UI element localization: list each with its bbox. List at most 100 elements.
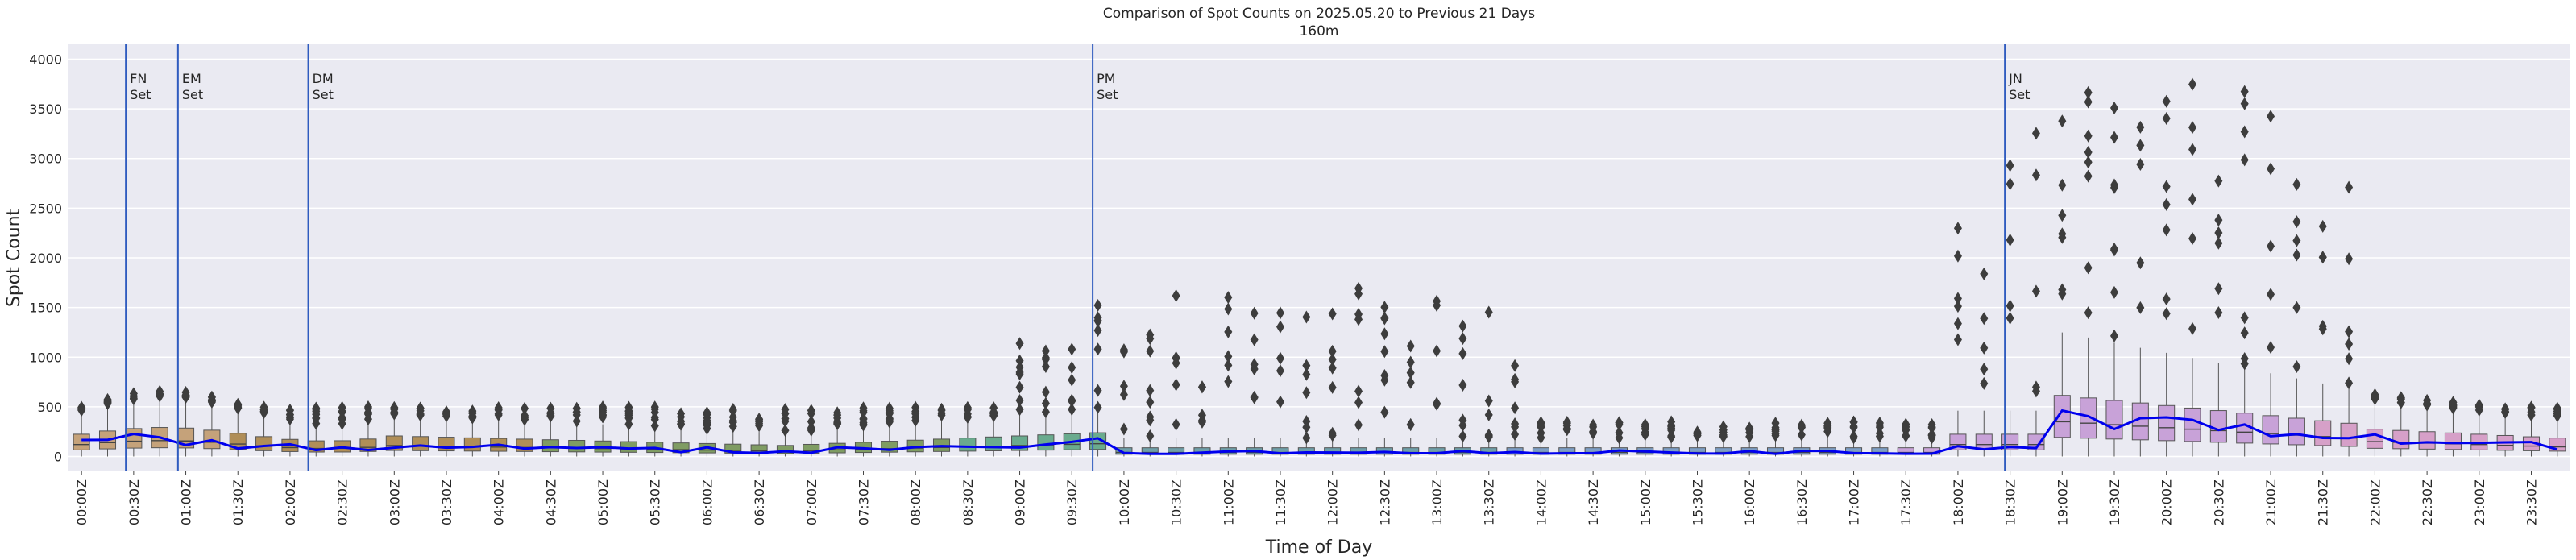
box <box>412 436 429 451</box>
outlier-point <box>1511 420 1520 433</box>
event-label: JN <box>2008 71 2022 86</box>
outlier-point <box>129 387 138 400</box>
box <box>1297 447 1315 455</box>
y-tick-label: 1500 <box>29 301 62 316</box>
x-tick-label: 13:00Z <box>1429 479 1445 525</box>
outlier-point <box>2006 233 2014 247</box>
box <box>2366 429 2383 449</box>
outlier-point <box>1433 344 1441 358</box>
outlier-point <box>1093 298 1102 312</box>
outlier-point <box>1406 418 1415 432</box>
outlier-point <box>1250 390 1259 404</box>
outlier-point <box>2267 341 2275 355</box>
outlier-point <box>1537 431 1545 445</box>
outlier-point <box>1354 418 1363 432</box>
x-tick-label: 07:30Z <box>856 479 871 525</box>
outlier-point <box>2396 391 2405 404</box>
x-axis-label: Time of Day <box>1265 537 1372 558</box>
event-label: PM <box>1097 71 1115 86</box>
outlier-point <box>2109 285 2118 299</box>
outlier-point <box>1224 302 1233 316</box>
outlier-point <box>2318 251 2327 264</box>
x-tick-label: 22:30Z <box>2420 479 2435 525</box>
box <box>568 439 586 453</box>
outlier-point <box>2162 292 2171 306</box>
x-tick-label: 22:00Z <box>2367 479 2383 525</box>
outlier-point <box>1433 397 1441 411</box>
outlier-point <box>1953 333 1962 346</box>
outlier-point <box>624 412 633 425</box>
box <box>463 437 481 452</box>
x-tick-label: 18:30Z <box>2003 479 2018 525</box>
box <box>255 436 273 451</box>
outlier-point <box>572 405 581 419</box>
outlier-point <box>2267 288 2275 301</box>
outlier-point <box>2345 337 2354 351</box>
outlier-point <box>1041 396 1050 410</box>
outlier-point <box>2214 214 2223 227</box>
outlier-point <box>1197 415 1206 429</box>
event-label-set: Set <box>2009 87 2030 102</box>
outlier-point <box>1745 421 1754 435</box>
outlier-point <box>2188 321 2197 335</box>
x-tick-label: 16:00Z <box>1742 479 1757 525</box>
outlier-point <box>416 407 425 421</box>
event-label-set: Set <box>1097 87 1118 102</box>
outlier-point <box>1380 327 1389 341</box>
outlier-point <box>2501 405 2510 419</box>
outlier-point <box>2240 97 2249 110</box>
x-tick-label: 02:30Z <box>335 479 351 525</box>
outlier-point <box>1458 332 1467 346</box>
outlier-point <box>1484 394 1493 408</box>
outlier-point <box>2371 391 2379 404</box>
x-tick-label: 14:00Z <box>1533 479 1549 525</box>
outlier-point <box>1484 428 1493 442</box>
outlier-point <box>2214 236 2223 250</box>
outlier-point <box>1980 341 1989 355</box>
outlier-point <box>1068 394 1076 408</box>
outlier-point <box>2109 102 2118 115</box>
outlier-point <box>677 414 686 428</box>
outlier-point <box>2318 219 2327 233</box>
outlier-point <box>2267 110 2275 123</box>
outlier-point <box>755 417 764 430</box>
outlier-point <box>2240 125 2249 139</box>
outlier-point <box>2188 232 2197 246</box>
y-tick-label: 3000 <box>29 151 62 167</box>
outlier-point <box>1562 417 1571 430</box>
outlier-point <box>1276 351 1284 365</box>
x-tick-label: 19:30Z <box>2107 479 2122 525</box>
outlier-point <box>1328 344 1337 358</box>
outlier-point <box>1328 429 1337 442</box>
box <box>2080 397 2097 439</box>
x-tick-label: 10:30Z <box>1169 479 1184 525</box>
outlier-point <box>2188 193 2197 206</box>
box <box>1037 434 1055 451</box>
outlier-point <box>1250 358 1259 371</box>
chart-title: Comparison of Spot Counts on 2025.05.20 … <box>1103 6 1535 22</box>
outlier-point <box>599 400 608 414</box>
outlier-point <box>937 406 946 420</box>
x-tick-label: 19:00Z <box>2055 479 2070 525</box>
outlier-point <box>1146 384 1155 397</box>
outlier-point <box>1015 403 1024 417</box>
outlier-point <box>2345 376 2354 390</box>
x-tick-label: 04:30Z <box>543 479 558 525</box>
outlier-point <box>2084 145 2093 159</box>
x-tick-label: 01:00Z <box>179 479 194 525</box>
outlier-point <box>1302 386 1311 400</box>
outlier-point <box>1093 324 1102 338</box>
outlier-point <box>1953 249 1962 263</box>
outlier-point <box>494 400 503 414</box>
event-label-set: Set <box>130 87 151 102</box>
box <box>2314 420 2332 446</box>
outlier-point <box>1041 405 1050 419</box>
outlier-point <box>338 400 346 414</box>
outlier-point <box>859 417 868 431</box>
box <box>541 439 559 453</box>
x-tick-label: 05:30Z <box>648 479 663 525</box>
outlier-point <box>2474 399 2483 413</box>
outliers <box>77 77 2561 445</box>
x-tick-label: 17:00Z <box>1847 479 1862 525</box>
